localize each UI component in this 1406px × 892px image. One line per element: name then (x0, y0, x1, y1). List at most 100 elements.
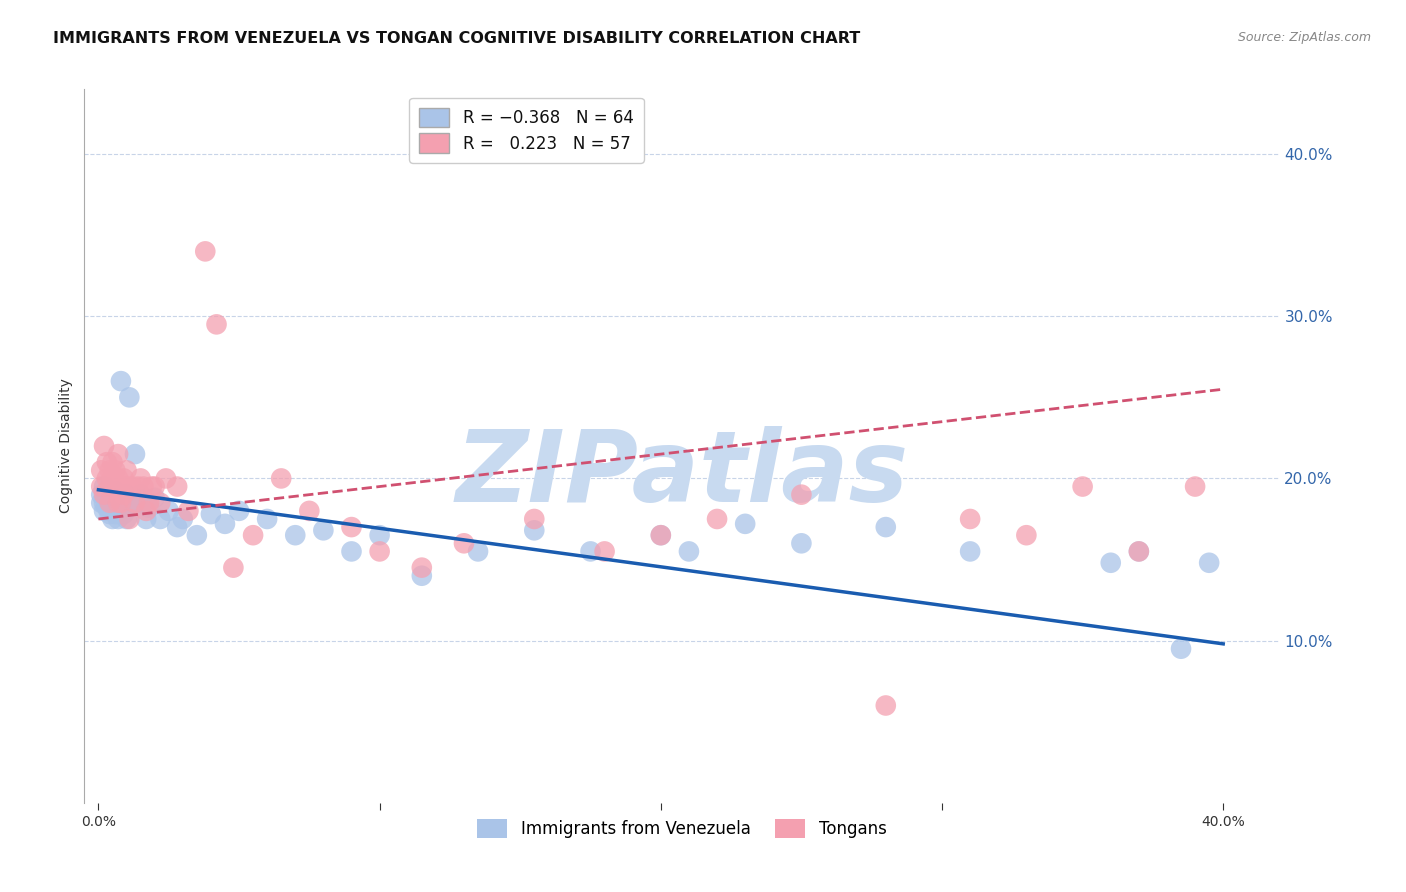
Point (101, 455, 124, 469)
Point (340, 520, 363, 534)
Point (222, 560, 245, 574)
Point (118, 512, 141, 526)
Point (98, 496, 121, 510)
Point (110, 374, 132, 388)
Point (90, 496, 112, 510)
Point (96, 484, 118, 499)
Point (138, 500, 160, 515)
Point (93, 439, 115, 453)
Point (107, 447, 129, 461)
Point (143, 491, 166, 505)
Point (129, 471, 152, 485)
Point (104, 496, 127, 510)
Point (875, 520, 897, 534)
Point (579, 544, 602, 558)
Point (166, 520, 188, 534)
Point (1128, 544, 1150, 558)
Point (110, 479, 132, 493)
Point (101, 512, 124, 526)
Point (523, 524, 546, 538)
Legend: Immigrants from Venezuela, Tongans: Immigrants from Venezuela, Tongans (471, 812, 893, 845)
Point (214, 516, 236, 531)
Point (959, 512, 981, 526)
Point (96, 491, 118, 505)
Point (132, 479, 155, 493)
Point (90, 463, 112, 477)
Point (98, 507, 121, 521)
Point (124, 447, 146, 461)
Point (135, 512, 157, 526)
Point (107, 496, 129, 510)
Point (149, 512, 172, 526)
Point (104, 507, 127, 521)
Text: IMMIGRANTS FROM VENEZUELA VS TONGAN COGNITIVE DISABILITY CORRELATION CHART: IMMIGRANTS FROM VENEZUELA VS TONGAN COGN… (53, 31, 860, 46)
Text: ZIPatlas: ZIPatlas (456, 426, 908, 523)
Point (121, 479, 143, 493)
Point (118, 496, 141, 510)
Point (734, 516, 756, 531)
Point (411, 560, 433, 574)
Point (312, 524, 335, 538)
Point (93, 479, 115, 493)
Point (875, 698, 897, 713)
Point (90, 488, 112, 502)
Point (107, 512, 129, 526)
Point (228, 504, 250, 518)
Point (98, 496, 121, 510)
Point (112, 471, 135, 485)
Point (368, 544, 391, 558)
Point (118, 390, 141, 404)
Point (593, 544, 616, 558)
Point (706, 512, 728, 526)
Point (115, 479, 138, 493)
Point (93, 496, 115, 510)
Point (107, 471, 129, 485)
Point (284, 528, 307, 542)
Point (368, 528, 391, 542)
Point (678, 544, 700, 558)
Point (98, 463, 121, 477)
Point (1198, 556, 1220, 570)
Point (242, 528, 264, 542)
Point (132, 496, 155, 510)
Point (104, 484, 127, 499)
Point (101, 471, 124, 485)
Text: Source: ZipAtlas.com: Source: ZipAtlas.com (1237, 31, 1371, 45)
Point (138, 496, 160, 510)
Point (650, 528, 672, 542)
Point (135, 504, 157, 518)
Point (340, 544, 363, 558)
Point (205, 318, 228, 332)
Point (127, 479, 149, 493)
Point (1170, 641, 1192, 656)
Point (149, 496, 172, 510)
Point (96, 471, 118, 485)
Point (194, 244, 217, 259)
Point (107, 499, 129, 513)
Point (124, 496, 146, 510)
Point (104, 479, 127, 493)
Point (298, 504, 321, 518)
Point (155, 471, 177, 485)
Point (959, 544, 981, 558)
Point (650, 528, 672, 542)
Point (96, 500, 118, 515)
Point (110, 496, 132, 510)
Point (141, 479, 163, 493)
Point (1071, 479, 1094, 493)
Point (90, 479, 112, 493)
Point (115, 488, 138, 502)
Point (1015, 528, 1038, 542)
Point (104, 463, 127, 477)
Point (115, 463, 138, 477)
Point (467, 544, 489, 558)
Point (98, 484, 121, 499)
Point (256, 512, 278, 526)
Point (1184, 479, 1206, 493)
Point (101, 491, 124, 505)
Point (115, 512, 138, 526)
Point (129, 488, 152, 502)
Point (172, 512, 194, 526)
Point (166, 479, 188, 493)
Point (453, 536, 475, 550)
